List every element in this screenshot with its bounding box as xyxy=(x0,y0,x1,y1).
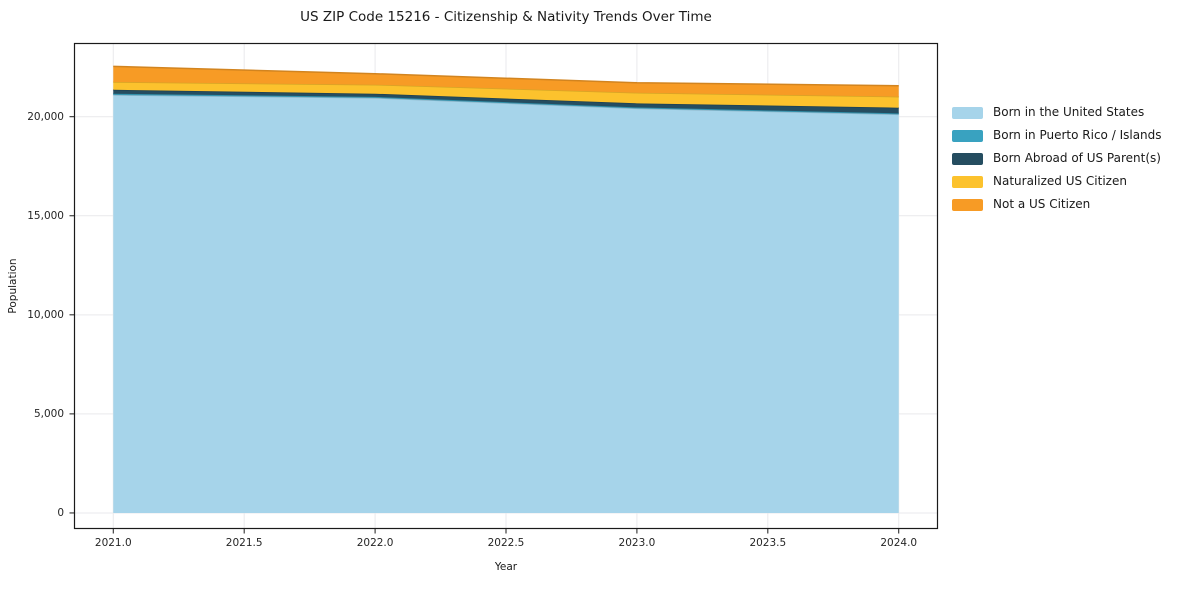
area-born-in-the-united-states xyxy=(113,94,899,513)
y-tick-label: 10,000 xyxy=(27,308,64,321)
chart-title: US ZIP Code 15216 - Citizenship & Nativi… xyxy=(300,9,712,25)
legend-label: Born in the United States xyxy=(993,105,1145,119)
legend-swatch-icon xyxy=(952,129,983,142)
plot-area xyxy=(69,42,939,534)
plot-border xyxy=(73,42,939,530)
x-tick-label: 2022.0 xyxy=(356,537,394,549)
x-tick-label: 2021.0 xyxy=(94,537,132,549)
legend-label: Naturalized US Citizen xyxy=(993,174,1127,188)
legend-item: Born Abroad of US Parent(s) xyxy=(952,151,1162,166)
y-tick-label: 20,000 xyxy=(27,110,64,123)
legend-swatch-icon xyxy=(952,198,983,211)
x-tick-label: 2023.0 xyxy=(618,537,656,549)
y-tick-label: 5,000 xyxy=(33,407,64,420)
legend-item: Naturalized US Citizen xyxy=(952,174,1162,189)
area-naturalized-us-citizen xyxy=(113,82,899,108)
area-not-a-us-citizen xyxy=(113,66,899,97)
x-tick-label: 2023.5 xyxy=(749,537,787,549)
area-edge-born-in-the-united-states xyxy=(113,94,899,116)
y-axis-title: Population xyxy=(7,258,19,314)
legend-swatch-icon xyxy=(952,106,983,119)
x-tick-label: 2021.5 xyxy=(225,537,263,549)
legend-label: Born in Puerto Rico / Islands xyxy=(993,128,1162,142)
x-tick-label: 2022.5 xyxy=(487,537,525,549)
x-tick-label: 2024.0 xyxy=(880,537,918,549)
legend-label: Born Abroad of US Parent(s) xyxy=(993,151,1161,165)
legend-swatch-icon xyxy=(952,152,983,165)
y-tick-label: 0 xyxy=(57,506,64,519)
legend-item: Born in Puerto Rico / Islands xyxy=(952,128,1162,143)
x-axis-title: Year xyxy=(494,561,518,573)
legend-swatch-icon xyxy=(952,175,983,188)
legend-item: Not a US Citizen xyxy=(952,197,1162,212)
legend: Born in the United States Born in Puerto … xyxy=(952,105,1162,212)
legend-label: Not a US Citizen xyxy=(993,197,1091,211)
y-tick-label: 15,000 xyxy=(27,209,64,222)
area-born-abroad-of-us-parent-s xyxy=(113,89,899,114)
legend-item: Born in the United States xyxy=(952,105,1162,120)
area-edge-not-a-us-citizen xyxy=(113,65,899,87)
